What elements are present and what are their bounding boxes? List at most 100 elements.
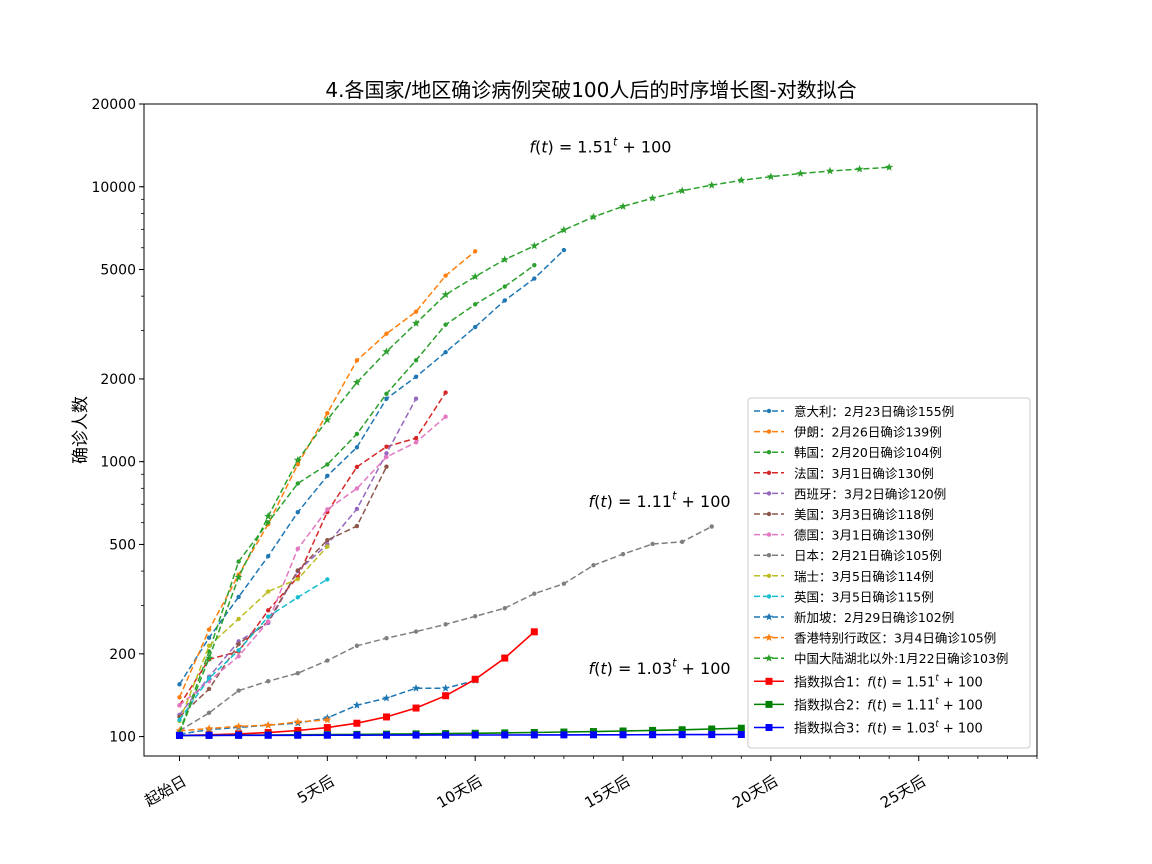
data-point [295,576,300,582]
data-point [443,622,448,627]
legend-marker [766,573,772,578]
data-point [236,654,241,659]
data-point [295,546,300,552]
data-point [354,464,360,470]
y-tick-label: 500 [109,537,136,553]
fit-annotation: f(t) = 1.51t + 100 [529,135,671,156]
data-point [354,643,360,648]
legend-marker [766,429,772,434]
data-point [501,731,509,739]
legend-label: 英国：3月5日确诊115例 [794,589,934,604]
legend-item: 西班牙：3月2日确诊120例 [754,486,946,501]
legend-item: 意大利：2月23日确诊155例 [754,404,954,419]
data-point [354,431,360,437]
data-point [325,410,330,416]
legend-marker [766,470,772,475]
data-point [619,202,627,210]
y-tick-label: 200 [109,647,136,663]
data-point [325,544,330,549]
legend-item: 新加坡：2月29日确诊102例 [754,610,954,625]
legend-item: 韩国：2月20日确诊104例 [754,445,942,460]
fit-annotation: f(t) = 1.03t + 100 [588,657,730,678]
data-point [413,440,419,445]
data-point [206,627,212,632]
data-point [354,486,360,491]
data-point [295,509,300,515]
data-point [589,731,597,739]
data-point [264,512,273,520]
data-point [205,731,213,739]
legend-label: 香港特别行政区：3月4日确诊105例 [794,631,996,646]
series-9 [177,577,330,723]
data-point [236,594,241,600]
series-7 [177,524,714,733]
legend-item: 德国：3月1日确诊130例 [754,528,934,543]
data-point [530,731,538,739]
legend-box [747,397,1031,749]
data-point [382,347,391,355]
data-point [619,731,627,739]
data-point [826,166,834,175]
data-point [530,241,539,250]
legend-marker [766,491,772,496]
data-point [855,164,864,173]
data-point [413,436,419,441]
legend-marker [766,553,772,558]
data-point [441,684,450,692]
y-tick-label: 10000 [91,180,136,196]
data-point [413,309,419,314]
data-point [737,176,746,184]
data-point [382,731,390,739]
data-point [648,194,657,202]
data-point [265,619,271,624]
data-point [384,444,389,449]
data-point [796,169,805,177]
data-point [472,614,478,619]
data-point [293,455,302,464]
data-point [295,595,300,600]
data-point [206,635,212,640]
data-point [384,331,389,336]
data-point [205,724,213,732]
data-point [471,675,479,683]
legend-item: 指数拟合3：f(t) = 1.03t + 100 [754,720,983,737]
legend-label: 西班牙：3月2日确诊120例 [794,486,946,501]
legend-marker [766,532,772,537]
data-point [236,641,241,647]
data-point [354,358,360,363]
data-point [532,262,537,268]
legend-label: 指数拟合2：f(t) = 1.11t + 100 [794,696,983,713]
data-point [472,249,478,254]
data-point [177,682,182,687]
data-point [295,568,300,573]
y-tick-label: 1000 [100,455,136,471]
data-point [413,396,419,401]
data-point [206,676,212,681]
x-tick-label: 10天后 [434,772,486,812]
series-line [179,733,742,737]
data-point [766,172,775,181]
data-point [443,322,448,327]
data-point [502,284,507,289]
data-point [323,724,331,732]
legend-marker [765,633,773,641]
data-point [265,608,271,613]
series-line [178,546,328,722]
legend: 意大利：2月23日确诊155例伊朗：2月26日确诊139例韩国：2月20日确诊1… [747,397,1031,749]
data-point [265,520,271,525]
data-point [293,717,302,726]
fit-annotation: f(t) = 1.11t + 100 [588,490,730,511]
data-point [471,272,480,280]
data-point [265,679,271,684]
data-point [443,273,448,278]
annotations: f(t) = 1.51t + 100 f(t) = 1.11t + 100 f(t)… [529,135,730,677]
data-point [679,539,685,545]
series-4 [177,396,419,718]
data-point [500,255,509,263]
data-point [384,396,389,401]
data-point [649,726,657,734]
x-tick-label: 20天后 [729,772,781,812]
data-point [413,629,419,634]
data-point [236,559,241,564]
